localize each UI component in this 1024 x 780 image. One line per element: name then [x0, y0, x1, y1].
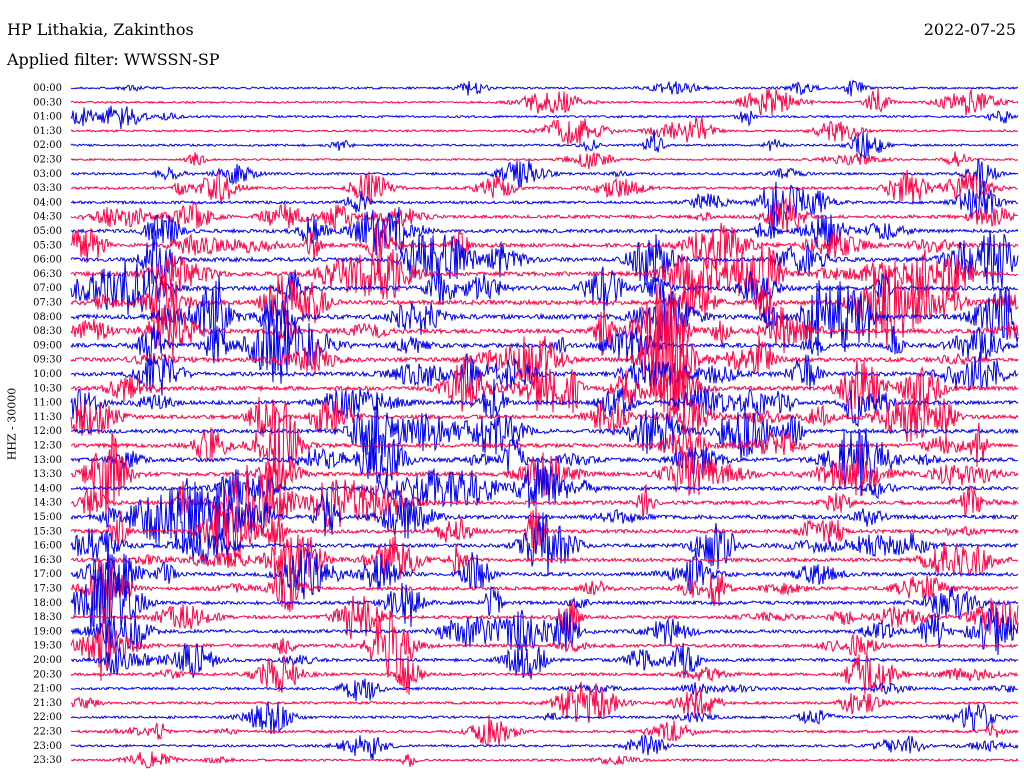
trace-line	[70, 557, 1019, 619]
trace-line	[70, 714, 1019, 747]
time-label: 03:30	[33, 183, 62, 194]
time-label: 11:00	[33, 398, 62, 409]
time-label: 09:30	[33, 355, 62, 366]
trace-line	[70, 555, 1019, 657]
trace-line	[70, 478, 1019, 554]
trace-line	[70, 158, 1019, 190]
trace-line	[70, 79, 1019, 97]
trace-line	[71, 751, 1019, 769]
time-label: 17:30	[33, 584, 62, 595]
time-label: 06:30	[33, 269, 62, 280]
trace-line	[70, 534, 1019, 591]
station-title: HP Lithakia, Zakinthos	[7, 20, 194, 39]
trace-line	[70, 169, 1019, 205]
time-label: 19:30	[33, 641, 62, 652]
time-label: 00:30	[33, 97, 62, 108]
time-label: 22:00	[33, 712, 62, 723]
time-label: 18:00	[33, 598, 62, 609]
time-label: 12:00	[33, 426, 62, 437]
time-label: 08:30	[33, 326, 62, 337]
trace-line	[70, 275, 1019, 357]
time-label: 16:00	[33, 541, 62, 552]
time-label: 14:00	[33, 483, 62, 494]
trace-line	[70, 734, 1019, 761]
time-label: 16:30	[33, 555, 62, 566]
time-labels-layer: 00:00 00:30 01:00 01:30 02:00 02:30 03:00 03:30…	[33, 83, 62, 766]
time-label: 17:00	[33, 569, 62, 580]
trace-line	[70, 547, 1019, 600]
time-label: 10:00	[33, 369, 62, 380]
trace-line	[70, 229, 1019, 289]
time-label: 19:00	[33, 626, 62, 637]
time-label: 02:30	[33, 155, 62, 166]
time-label: 01:30	[33, 126, 62, 137]
trace-line	[70, 260, 1018, 316]
time-label: 12:30	[33, 441, 62, 452]
trace-line	[70, 309, 1019, 384]
time-label: 13:30	[33, 469, 62, 480]
trace-line	[70, 116, 1019, 145]
time-label: 20:00	[33, 655, 62, 666]
time-label: 05:30	[33, 240, 62, 251]
trace-line	[70, 302, 1019, 424]
trace-line	[70, 595, 1019, 640]
time-label: 03:00	[33, 169, 62, 180]
trace-line	[70, 428, 1019, 497]
trace-line	[70, 392, 1019, 474]
time-label: 15:00	[33, 512, 62, 523]
time-label: 01:00	[33, 112, 62, 123]
trace-line	[70, 678, 1019, 702]
time-label: 07:00	[33, 283, 62, 294]
time-label: 21:30	[33, 698, 62, 709]
trace-line	[70, 351, 1019, 396]
time-label: 21:00	[33, 684, 62, 695]
date-label: 2022-07-25	[923, 20, 1016, 39]
filter-label: Applied filter: WWSSN-SP	[7, 50, 220, 69]
time-label: 23:30	[33, 755, 62, 766]
trace-line	[70, 246, 1019, 300]
time-label: 00:00	[33, 83, 62, 94]
trace-line	[70, 606, 1019, 681]
trace-line	[70, 129, 1019, 160]
time-label: 09:00	[33, 340, 62, 351]
time-label: 15:30	[33, 526, 62, 537]
time-label: 18:30	[33, 612, 62, 623]
time-label: 05:00	[33, 226, 62, 237]
time-label: 23:00	[33, 741, 62, 752]
trace-line	[70, 392, 1019, 443]
trace-line	[70, 505, 1019, 560]
trace-line	[70, 181, 1019, 231]
trace-line	[70, 512, 1019, 576]
time-label: 04:30	[33, 212, 62, 223]
time-label: 02:00	[33, 140, 62, 151]
trace-line	[70, 346, 1019, 418]
trace-line	[70, 206, 1019, 256]
trace-line	[70, 681, 1019, 724]
time-label: 06:00	[33, 255, 62, 266]
traces-layer	[70, 79, 1019, 769]
trace-line	[70, 653, 1019, 695]
trace-line	[70, 283, 1019, 374]
trace-line	[70, 701, 1019, 734]
trace-line	[70, 378, 1019, 427]
trace-line	[70, 88, 1019, 116]
time-label: 14:30	[33, 498, 62, 509]
trace-line	[70, 105, 1019, 130]
time-label: 10:30	[33, 383, 62, 394]
trace-line	[70, 197, 1019, 233]
trace-line	[70, 642, 1019, 680]
trace-line	[70, 151, 1019, 170]
trace-line	[70, 464, 1019, 541]
trace-line	[70, 260, 1019, 349]
time-label: 11:30	[33, 412, 62, 423]
time-label: 22:30	[33, 727, 62, 738]
trace-line	[70, 222, 1019, 273]
time-label: 08:00	[33, 312, 62, 323]
time-label: 13:00	[33, 455, 62, 466]
time-label: 04:00	[33, 197, 62, 208]
trace-line	[70, 608, 1019, 656]
time-label: 07:30	[33, 298, 62, 309]
time-label: 20:30	[33, 669, 62, 680]
